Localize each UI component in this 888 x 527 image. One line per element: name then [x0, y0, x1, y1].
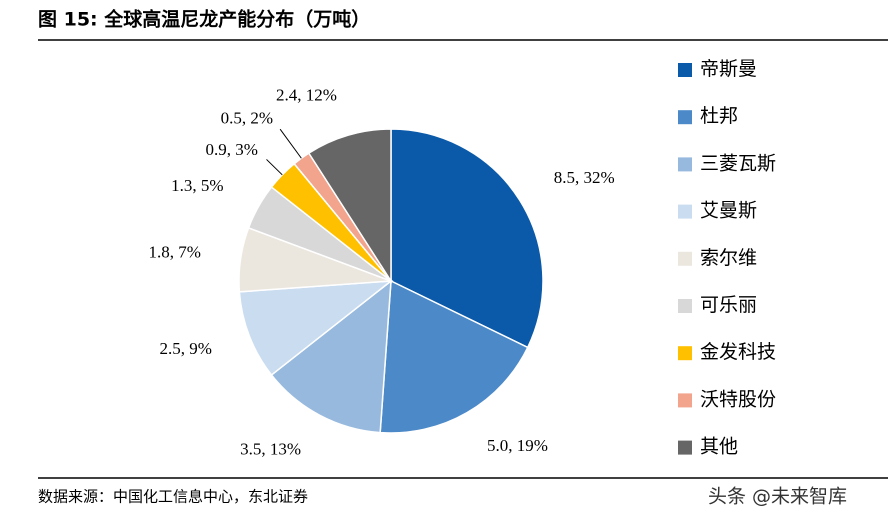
- legend-swatch: [678, 393, 692, 408]
- legend-swatch: [678, 204, 692, 219]
- source-note: 数据来源：中国化工信息中心，东北证券: [38, 488, 308, 506]
- pie-slice: [390, 128, 544, 349]
- pie-slice: [379, 279, 529, 434]
- leader-line: [279, 128, 302, 159]
- legend-swatch: [678, 346, 692, 361]
- chart-title: 图 15: 全球高温尼龙产能分布（万吨）: [38, 8, 370, 31]
- pie-slice: [238, 280, 394, 377]
- pie-slice: [270, 279, 392, 434]
- legend-label: 金发科技: [700, 341, 776, 363]
- data-label: 2.4, 12%: [276, 86, 337, 105]
- legend-swatch: [678, 299, 692, 313]
- leader-line: [266, 159, 283, 176]
- legend-label: 三菱瓦斯: [700, 152, 776, 174]
- legend-label: 其他: [700, 436, 738, 458]
- pie-slice: [307, 128, 392, 284]
- legend-label: 杜邦: [700, 105, 738, 127]
- data-label: 3.5, 13%: [240, 440, 301, 459]
- legend-swatch: [678, 251, 692, 266]
- data-label: 1.3, 5%: [171, 176, 223, 195]
- legend-label: 可乐丽: [700, 294, 757, 316]
- data-label: 0.9, 3%: [206, 140, 258, 159]
- data-label: 1.8, 7%: [149, 243, 201, 262]
- data-label: 0.5, 2%: [221, 108, 273, 127]
- watermark: 头条 @未来智库: [708, 486, 847, 508]
- legend-swatch: [678, 440, 692, 455]
- legend-label: 艾曼斯: [700, 200, 757, 222]
- legend-label: 沃特股份: [700, 388, 776, 410]
- legend-label: 索尔维: [700, 247, 757, 269]
- legend-label: 帝斯曼: [700, 58, 757, 80]
- data-label: 8.5, 32%: [554, 168, 615, 187]
- data-label: 5.0, 19%: [487, 436, 548, 455]
- legend-swatch: [678, 110, 692, 125]
- data-label: 2.5, 9%: [159, 339, 211, 358]
- legend-swatch: [678, 63, 692, 77]
- legend-swatch: [678, 157, 692, 172]
